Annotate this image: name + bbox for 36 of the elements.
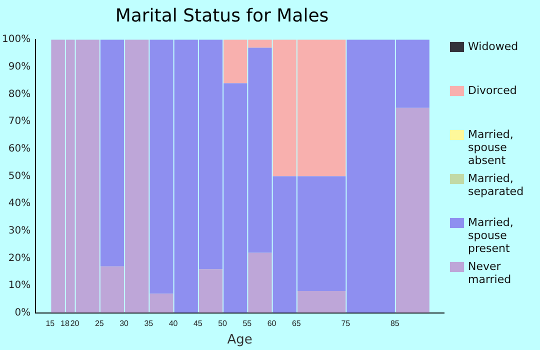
x-tick-label: 45 [193, 318, 203, 328]
x-tick-label: 50 [218, 318, 228, 328]
y-tick-label: 100% [2, 34, 31, 46]
bar [100, 40, 124, 266]
x-axis-title: Age [227, 332, 252, 348]
legend-label: Never married [468, 260, 512, 286]
x-tick-label: 30 [120, 318, 130, 328]
y-tick-label: 90% [8, 62, 31, 73]
y-tick-label: 40% [8, 198, 31, 210]
bar [198, 269, 223, 313]
x-tick-label: 20 [70, 318, 80, 328]
y-tick-label: 70% [8, 116, 31, 128]
legend-label: Married, spouse absent [468, 128, 514, 167]
legend-label: Divorced [468, 84, 517, 97]
y-tick-label: 10% [8, 280, 31, 292]
x-tick-label: 75 [341, 318, 351, 328]
legend-label: Married, separated [468, 172, 525, 198]
legend-label: Married, spouse present [468, 216, 514, 255]
y-tick-label: 80% [8, 88, 31, 100]
x-tick-label: 60 [267, 318, 277, 328]
x-tick-label: 40 [168, 318, 178, 328]
x-tick-label: 15 [46, 318, 56, 328]
x-tick-label: 55 [242, 318, 252, 328]
x-tick-label: 65 [292, 318, 302, 328]
x-tick-label: 85 [390, 318, 400, 328]
x-tick-label: 18 [60, 318, 70, 328]
y-tick-label: 20% [8, 252, 31, 264]
y-tick-label: 30% [8, 225, 31, 236]
chart-title: Marital Status for Males [115, 5, 329, 26]
x-tick-label: 35 [144, 318, 154, 328]
bar [248, 252, 272, 313]
y-tick-label: 50% [8, 170, 31, 182]
y-tick-label: 0% [14, 307, 31, 318]
legend-label: Widowed [468, 40, 518, 53]
x-tick-label: 25 [94, 318, 104, 328]
y-tick-label: 60% [8, 143, 31, 154]
